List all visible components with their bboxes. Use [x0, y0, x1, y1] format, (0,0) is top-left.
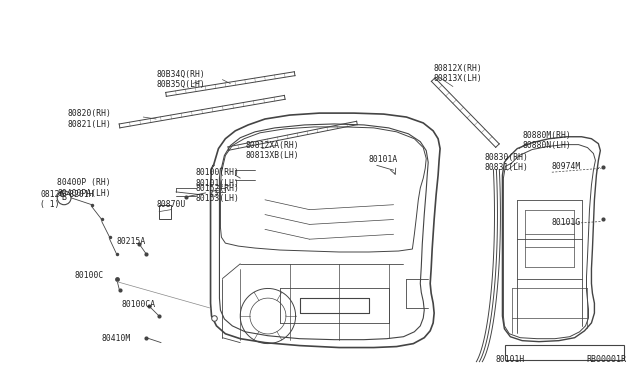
- Text: 80812XA(RH)
80813XB(LH): 80812XA(RH) 80813XB(LH): [245, 141, 299, 160]
- Text: 80101G: 80101G: [552, 218, 581, 227]
- FancyBboxPatch shape: [159, 205, 171, 218]
- Text: 80101H: 80101H: [495, 355, 525, 365]
- Text: RB00001R: RB00001R: [586, 355, 627, 365]
- Text: 80870U: 80870U: [156, 200, 186, 209]
- Text: B: B: [61, 193, 67, 202]
- Text: 80820(RH)
80821(LH): 80820(RH) 80821(LH): [67, 109, 111, 129]
- Text: 80B34Q(RH)
80B35Q(LH): 80B34Q(RH) 80B35Q(LH): [156, 70, 205, 89]
- Text: 80410M: 80410M: [102, 334, 131, 343]
- Text: 80152(RH)
80153(LH): 80152(RH) 80153(LH): [196, 184, 239, 203]
- Text: 80830(RH)
80831(LH): 80830(RH) 80831(LH): [484, 153, 529, 172]
- Text: 80880M(RH)
80880N(LH): 80880M(RH) 80880N(LH): [522, 131, 571, 150]
- Text: 08126-8201H
( 1): 08126-8201H ( 1): [40, 190, 94, 209]
- Text: 80974M: 80974M: [552, 162, 581, 171]
- Text: 80215A: 80215A: [116, 237, 146, 246]
- Text: 80812X(RH)
80813X(LH): 80812X(RH) 80813X(LH): [433, 64, 482, 83]
- Text: 80101A: 80101A: [369, 155, 398, 164]
- Text: 80100CA: 80100CA: [122, 300, 156, 309]
- Text: 80400P (RH)
80400PA(LH): 80400P (RH) 80400PA(LH): [57, 178, 111, 198]
- Text: 80100C: 80100C: [74, 271, 103, 280]
- FancyBboxPatch shape: [506, 344, 624, 360]
- Text: 80100(RH)
80101(LH): 80100(RH) 80101(LH): [196, 168, 239, 187]
